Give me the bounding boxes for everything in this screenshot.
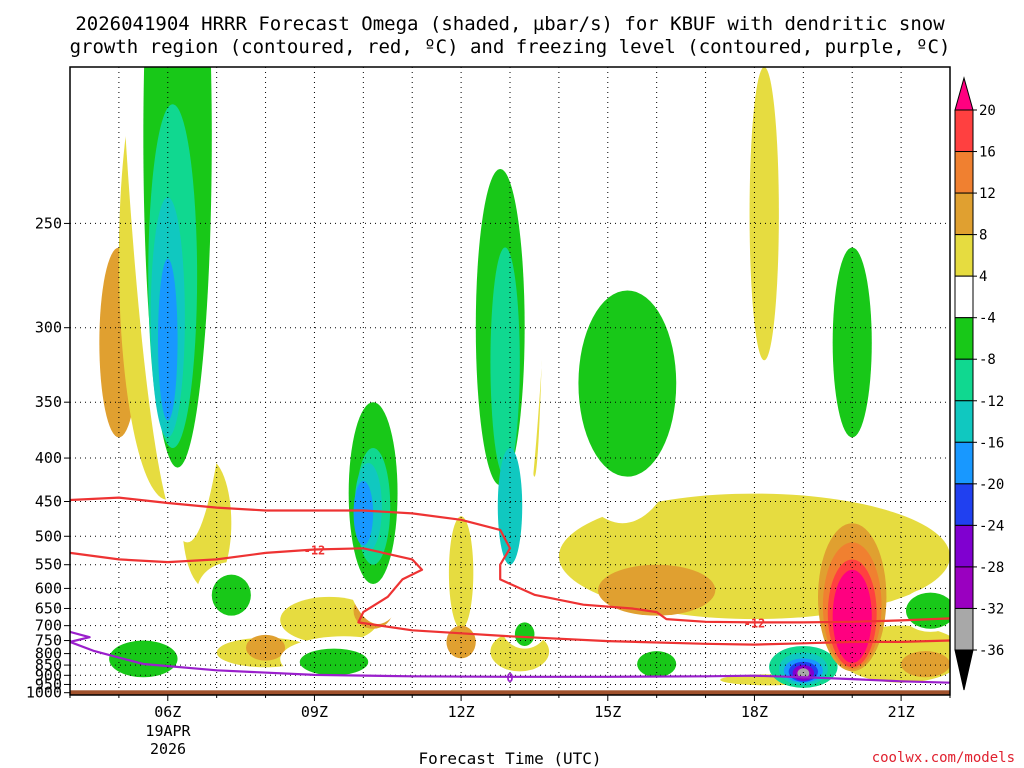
colorbar-label-11: -28 <box>979 560 1004 576</box>
y-tick-label-450: 450 <box>35 493 62 511</box>
date-label-day: 19APR <box>145 722 191 740</box>
y-tick-label-250: 250 <box>35 214 62 232</box>
contour-line-1 <box>70 496 950 624</box>
y-tick-label-1000: 1000 <box>26 684 62 702</box>
omega-area-47 <box>490 247 520 477</box>
colorbar-bin-5 <box>954 317 974 360</box>
y-tick-label-950: 950 <box>35 675 62 693</box>
y-tick-label-850: 850 <box>35 656 62 674</box>
omega-area-44 <box>514 622 535 646</box>
colorbar-bin-0 <box>954 109 974 153</box>
y-tick-label-550: 550 <box>35 556 62 574</box>
colorbar-bin-7 <box>954 400 974 443</box>
colorbar-label-3: 8 <box>979 228 987 244</box>
omega-area-18 <box>901 651 950 678</box>
y-tick-label-350: 350 <box>35 393 62 411</box>
x-axis-label: Forecast Time (UTC) <box>418 749 601 768</box>
colorbar-label-12: -32 <box>979 601 1004 617</box>
x-tick-label-0: 06Z <box>154 703 181 721</box>
y-tick-label-500: 500 <box>35 527 62 545</box>
colorbar-label-7: -12 <box>979 394 1004 410</box>
colorbar-label-4: 4 <box>979 269 987 285</box>
colorbar-bin-3 <box>954 234 974 277</box>
omega-area-37 <box>578 290 677 477</box>
y-axis: 250 300 350 400 450 500 550 600 6507007508008509… <box>26 214 70 702</box>
colorbar-bin-10 <box>954 524 974 568</box>
x-tick-label-5: 21Z <box>888 703 915 721</box>
title-line-2: growth region (contoured, red, ºC) and f… <box>70 36 951 58</box>
colorbar-bin-1 <box>954 151 974 194</box>
grid-lines <box>70 67 950 695</box>
x-tick-label-4: 18Z <box>741 703 768 721</box>
x-tick-label-2: 12Z <box>448 703 475 721</box>
contour-line-2 <box>70 630 950 684</box>
colorbar-bin-9 <box>954 483 974 526</box>
colorbar-bin-6 <box>954 358 974 402</box>
omega-area-21 <box>202 247 281 438</box>
colorbar-label-8: -16 <box>979 435 1004 451</box>
x-axis: 06Z 09Z 12Z 15Z 18Z 21Z <box>69 695 951 721</box>
omega-area-45 <box>906 592 950 629</box>
x-tick-label-3: 15Z <box>594 703 621 721</box>
omega-area-16 <box>598 564 716 616</box>
colorbar-label-9: -20 <box>979 477 1004 493</box>
omega-area-54 <box>158 258 178 421</box>
x-tick-label-1: 09Z <box>301 703 328 721</box>
colorbar-bin-11 <box>954 566 974 609</box>
credit-text: coolwx.com/models <box>872 750 1015 766</box>
contour-label-0: -12 <box>304 543 326 557</box>
y-tick-label-700: 700 <box>35 617 62 635</box>
omega-shading <box>70 67 950 688</box>
omega-area-5 <box>749 67 779 361</box>
y-tick-label-600: 600 <box>35 579 62 597</box>
colorbar: 20 16 12 8 4 -4 -8 -12 -16 -20 -24 -28 -32 -36 <box>954 76 1004 691</box>
ground-surface <box>70 690 950 695</box>
y-tick-label-800: 800 <box>35 645 62 663</box>
y-tick-label-650: 650 <box>35 599 62 617</box>
chart-title: 2026041904 HRRR Forecast Omega (shaded, … <box>70 13 951 58</box>
omega-area-8 <box>280 596 378 644</box>
colorbar-label-10: -24 <box>979 518 1004 534</box>
omega-area-39 <box>211 574 251 616</box>
contours: -12 -12 0 <box>70 496 950 685</box>
omega-area-40 <box>109 640 178 678</box>
omega-area-64 <box>832 569 872 663</box>
y-tick-label-900: 900 <box>35 666 62 684</box>
date-label-year: 2026 <box>150 740 186 758</box>
colorbar-bin-2 <box>954 192 974 236</box>
contour-label-2: 0 <box>506 671 513 685</box>
y-tick-label-300: 300 <box>35 319 62 337</box>
contour-label-1: -12 <box>744 616 766 630</box>
title-line-1: 2026041904 HRRR Forecast Omega (shaded, … <box>75 13 945 35</box>
colorbar-bin-8 <box>954 441 974 485</box>
colorbar-label-0: 20 <box>979 103 996 119</box>
y-tick-label-750: 750 <box>35 632 62 650</box>
colorbar-label-13: -36 <box>979 643 1004 659</box>
omega-area-55 <box>353 481 374 546</box>
colorbar-bottom-arrow <box>954 649 974 691</box>
omega-area-42 <box>637 651 677 678</box>
colorbar-top-arrow <box>954 76 974 111</box>
colorbar-label-6: -8 <box>979 352 996 368</box>
omega-area-41 <box>299 648 369 676</box>
colorbar-label-2: 12 <box>979 186 996 202</box>
colorbar-label-5: -4 <box>979 311 996 327</box>
contour-line-0 <box>70 547 950 646</box>
colorbar-bin-4 <box>954 275 974 319</box>
y-tick-label-400: 400 <box>35 449 62 467</box>
omega-area-32 <box>439 677 484 687</box>
colorbar-label-1: 16 <box>979 145 996 161</box>
colorbar-bin-12 <box>954 607 974 651</box>
